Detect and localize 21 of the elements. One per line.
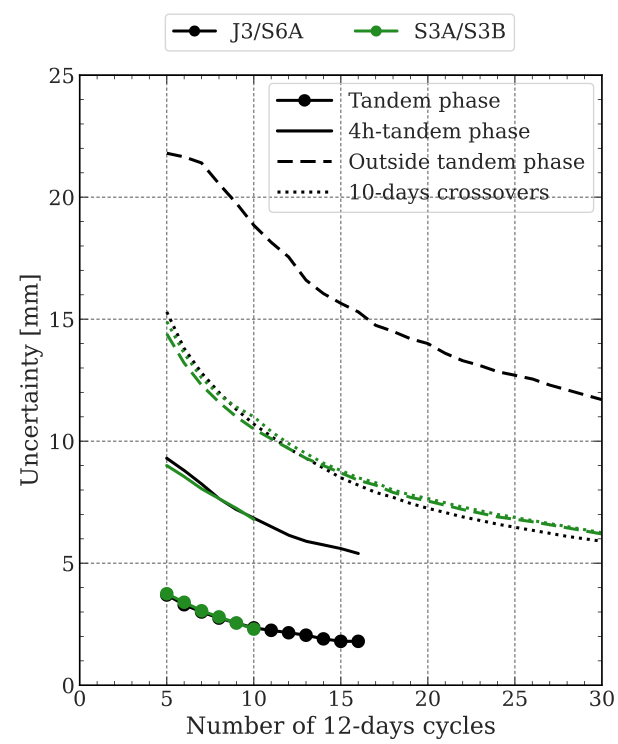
x-tick-label: 15	[330, 690, 352, 706]
x-axis-title: Number of 12-days cycles	[186, 716, 495, 739]
text: J3/S6A	[230, 22, 304, 43]
y-tick-label: 15	[50, 312, 74, 328]
x-tick-label: 10	[243, 690, 266, 706]
y-axis-title: Uncertainty [mm]	[20, 275, 43, 486]
x-tick-label: 20	[416, 690, 440, 706]
y-tick-label: 5	[63, 556, 74, 572]
x-tick-label: 25	[503, 690, 527, 706]
y-tick-label: 10	[50, 434, 74, 450]
x-tick-label: 5	[162, 690, 172, 706]
legend-label: 10-days crossovers	[350, 184, 548, 204]
x-tick-label: 0	[74, 690, 85, 706]
legend-label: Outside tandem phase	[349, 152, 584, 174]
y-tick-label: 20	[50, 190, 74, 206]
legend-label: Tandem phase	[348, 92, 500, 112]
legend-label: S3A/S3B	[415, 22, 505, 40]
x-tick-label: 30	[590, 690, 614, 706]
y-tick-label: 25	[50, 68, 74, 84]
legend-label: 4h-tandem phase	[348, 122, 530, 143]
y-tick-label: 0	[62, 678, 74, 694]
